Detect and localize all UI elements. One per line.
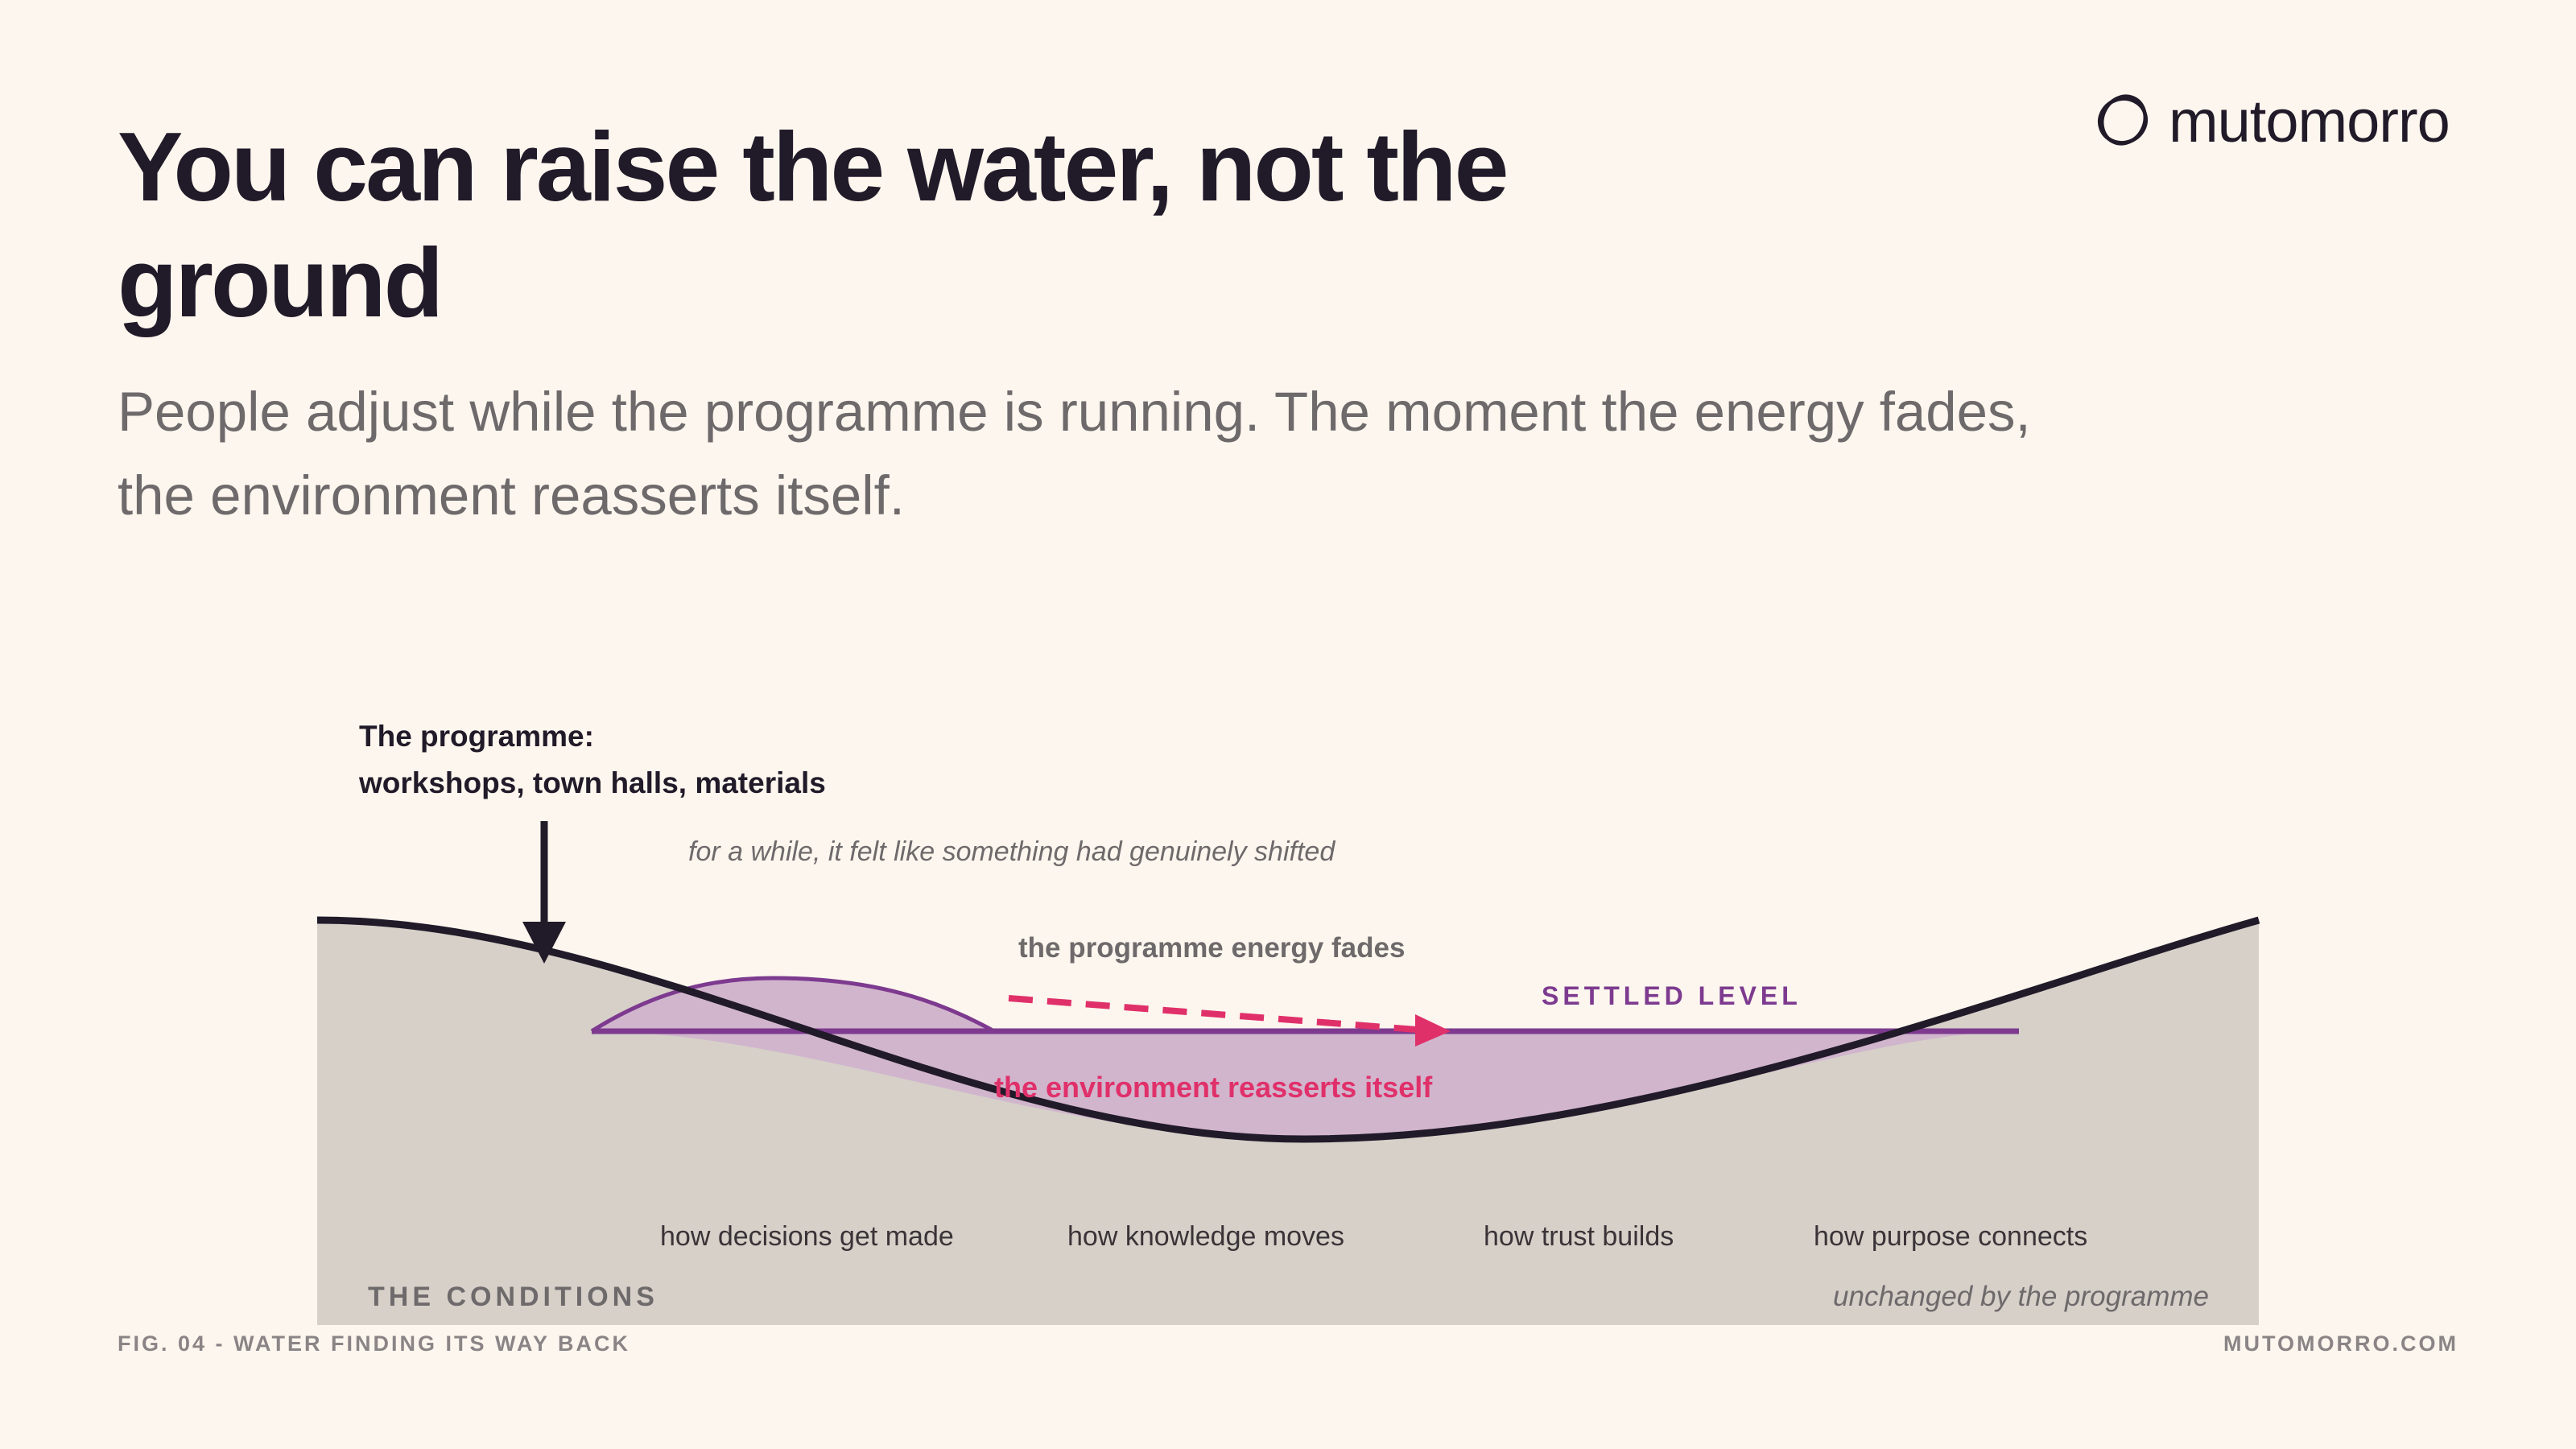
page-title: You can raise the water, not the ground bbox=[118, 112, 1509, 337]
programme-arrow-head bbox=[522, 922, 566, 964]
figure-caption: FIG. 04 - WATER FINDING ITS WAY BACK bbox=[118, 1331, 631, 1356]
condition-decisions: how decisions get made bbox=[660, 1221, 954, 1252]
conditions-title: THE CONDITIONS bbox=[368, 1282, 658, 1312]
page-subtitle: People adjust while the programme is run… bbox=[118, 381, 2031, 526]
ground-contour bbox=[316, 916, 2260, 1143]
programme-label-line2: workshops, town halls, materials bbox=[358, 766, 826, 799]
circle-loops-icon bbox=[2097, 94, 2149, 146]
fades-label: the programme energy fades bbox=[1018, 932, 1405, 964]
condition-knowledge: how knowledge moves bbox=[1067, 1221, 1344, 1252]
condition-trust: how trust builds bbox=[1484, 1221, 1674, 1252]
conditions-note: unchanged by the programme bbox=[1833, 1281, 2209, 1312]
brand-logo[interactable]: mutomorro bbox=[2095, 87, 2450, 155]
settled-level-label: SETTLED LEVEL bbox=[1542, 981, 1802, 1010]
condition-purpose: how purpose connects bbox=[1814, 1221, 2087, 1252]
shifted-note: for a while, it felt like something had … bbox=[688, 836, 1335, 867]
site-link[interactable]: MUTOMORRO.COM bbox=[2223, 1331, 2458, 1356]
fade-arrow-line bbox=[1008, 995, 1418, 1033]
brand-name: mutomorro bbox=[2169, 87, 2450, 155]
fade-arrow-head bbox=[1415, 1014, 1451, 1046]
reasserts-label: the environment reasserts itself bbox=[994, 1071, 1433, 1104]
ground-area bbox=[317, 920, 2259, 1325]
programme-label-line1: The programme: bbox=[359, 720, 594, 753]
settled-water-area bbox=[592, 1031, 2019, 1139]
